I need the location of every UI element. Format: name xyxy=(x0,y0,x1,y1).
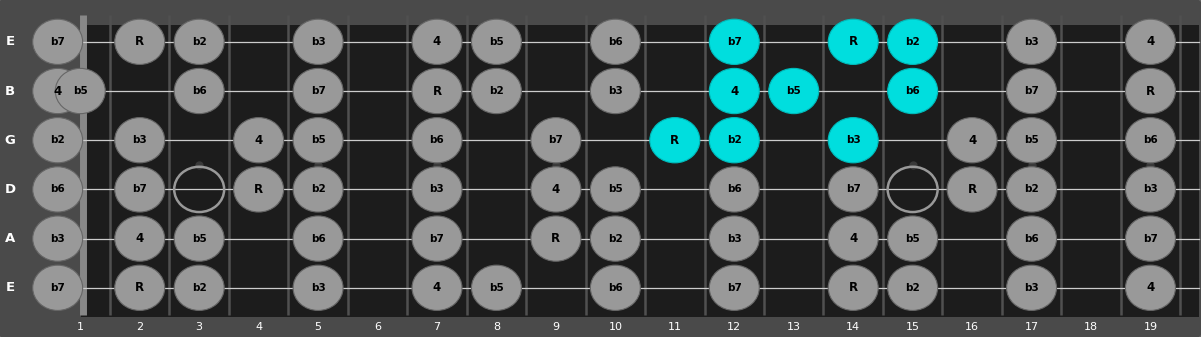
Text: b6: b6 xyxy=(608,283,623,293)
Ellipse shape xyxy=(1006,68,1057,114)
Text: b2: b2 xyxy=(727,135,742,145)
Text: R: R xyxy=(136,281,144,294)
Ellipse shape xyxy=(829,118,878,163)
Ellipse shape xyxy=(174,19,225,64)
Ellipse shape xyxy=(55,68,106,114)
Text: b6: b6 xyxy=(906,86,920,96)
Text: b5: b5 xyxy=(489,37,504,47)
Text: E: E xyxy=(6,35,14,48)
Ellipse shape xyxy=(32,118,83,163)
Text: 4: 4 xyxy=(968,134,976,147)
Text: R: R xyxy=(551,232,561,245)
Ellipse shape xyxy=(888,68,938,114)
Ellipse shape xyxy=(293,216,343,261)
Text: 14: 14 xyxy=(847,322,860,332)
Text: b3: b3 xyxy=(311,37,325,47)
Text: b5: b5 xyxy=(1024,135,1039,145)
Ellipse shape xyxy=(710,68,759,114)
Ellipse shape xyxy=(650,118,700,163)
Ellipse shape xyxy=(1125,265,1176,310)
Text: b5: b5 xyxy=(192,234,207,244)
Text: b7: b7 xyxy=(727,37,742,47)
Text: b7: b7 xyxy=(549,135,563,145)
Text: b7: b7 xyxy=(430,234,444,244)
Ellipse shape xyxy=(888,19,938,64)
Text: b7: b7 xyxy=(132,184,148,194)
Text: b2: b2 xyxy=(1024,184,1039,194)
Ellipse shape xyxy=(829,216,878,261)
Ellipse shape xyxy=(293,167,343,212)
Text: b6: b6 xyxy=(192,86,207,96)
Ellipse shape xyxy=(1125,216,1176,261)
Ellipse shape xyxy=(412,19,462,64)
Text: R: R xyxy=(968,183,976,196)
Text: b5: b5 xyxy=(608,184,623,194)
Text: b6: b6 xyxy=(1024,234,1039,244)
Ellipse shape xyxy=(1006,118,1057,163)
Text: R: R xyxy=(432,85,442,97)
Text: 4: 4 xyxy=(432,281,441,294)
Text: b7: b7 xyxy=(311,86,325,96)
Ellipse shape xyxy=(412,68,462,114)
Text: 4: 4 xyxy=(730,85,739,97)
Ellipse shape xyxy=(32,167,83,212)
Ellipse shape xyxy=(115,265,165,310)
Ellipse shape xyxy=(32,19,83,64)
Ellipse shape xyxy=(948,167,997,212)
Text: 2: 2 xyxy=(136,322,143,332)
Text: R: R xyxy=(255,183,263,196)
Ellipse shape xyxy=(412,265,462,310)
Text: 4: 4 xyxy=(849,232,858,245)
Ellipse shape xyxy=(829,19,878,64)
Text: 10: 10 xyxy=(609,322,622,332)
Text: b7: b7 xyxy=(50,283,65,293)
Bar xyxy=(82,25,1200,317)
Text: 4: 4 xyxy=(1146,35,1154,48)
Ellipse shape xyxy=(472,19,521,64)
Text: 15: 15 xyxy=(906,322,920,332)
Ellipse shape xyxy=(472,68,521,114)
Text: R: R xyxy=(849,35,858,48)
Ellipse shape xyxy=(115,19,165,64)
Text: b5: b5 xyxy=(787,86,801,96)
Ellipse shape xyxy=(115,118,165,163)
Text: b6: b6 xyxy=(727,184,742,194)
Text: b2: b2 xyxy=(906,283,920,293)
Ellipse shape xyxy=(710,118,759,163)
Ellipse shape xyxy=(472,265,521,310)
Ellipse shape xyxy=(591,167,640,212)
Text: 5: 5 xyxy=(315,322,322,332)
Text: 4: 4 xyxy=(255,134,263,147)
Text: 18: 18 xyxy=(1085,322,1098,332)
Text: b3: b3 xyxy=(1024,283,1039,293)
Text: b7: b7 xyxy=(846,184,861,194)
Text: R: R xyxy=(136,35,144,48)
Ellipse shape xyxy=(591,68,640,114)
Text: b3: b3 xyxy=(430,184,444,194)
Text: G: G xyxy=(5,134,16,147)
Ellipse shape xyxy=(412,118,462,163)
Text: b2: b2 xyxy=(192,37,207,47)
Ellipse shape xyxy=(531,167,581,212)
Ellipse shape xyxy=(710,216,759,261)
Text: b5: b5 xyxy=(311,135,325,145)
Text: E: E xyxy=(6,281,14,294)
Text: b6: b6 xyxy=(1143,135,1158,145)
Ellipse shape xyxy=(174,216,225,261)
Text: b2: b2 xyxy=(608,234,623,244)
Text: 6: 6 xyxy=(374,322,381,332)
Text: 13: 13 xyxy=(787,322,801,332)
Text: b3: b3 xyxy=(132,135,147,145)
Text: 11: 11 xyxy=(668,322,682,332)
Ellipse shape xyxy=(412,216,462,261)
Text: 3: 3 xyxy=(196,322,203,332)
Text: b5: b5 xyxy=(73,86,88,96)
Text: 16: 16 xyxy=(966,322,979,332)
Text: b3: b3 xyxy=(311,283,325,293)
Text: 19: 19 xyxy=(1143,322,1158,332)
Text: b2: b2 xyxy=(906,37,920,47)
Ellipse shape xyxy=(1006,216,1057,261)
Text: b7: b7 xyxy=(50,37,65,47)
Ellipse shape xyxy=(710,167,759,212)
